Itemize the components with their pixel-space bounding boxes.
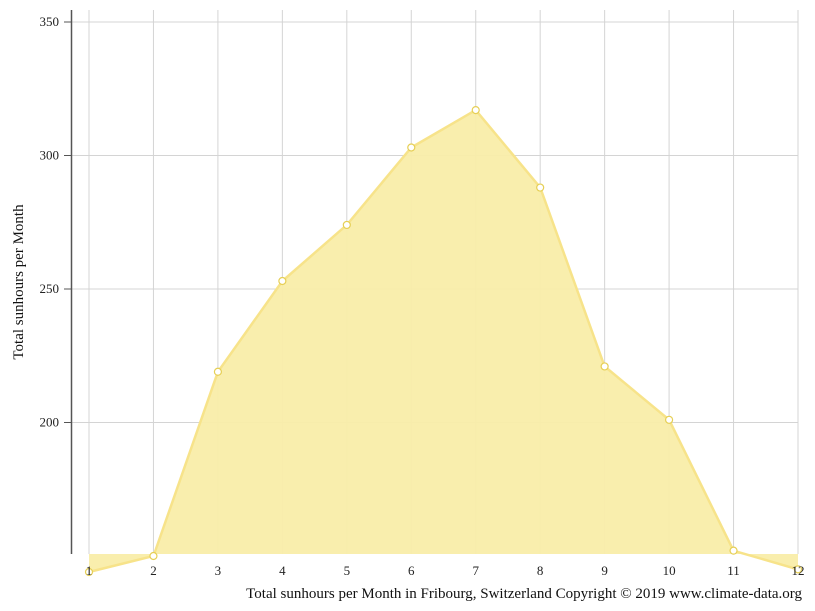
data-point-month-7 xyxy=(471,106,480,115)
data-point-month-8 xyxy=(536,183,545,192)
data-point-month-2 xyxy=(149,551,158,561)
x-tick-label: 6 xyxy=(408,563,415,578)
data-point-month-4 xyxy=(278,276,287,286)
series-area-fill xyxy=(89,110,798,572)
x-tick-label: 3 xyxy=(215,563,222,578)
data-point-month-12 xyxy=(793,565,803,574)
x-axis-ticks: 1 2 3 4 5 6 7 8 9 10 11 12 xyxy=(86,563,805,578)
data-point-month-5 xyxy=(342,220,351,230)
x-tick-label: 9 xyxy=(601,563,608,578)
data-point-month-3 xyxy=(213,367,223,376)
series-line xyxy=(88,108,799,574)
y-tick-label: 250 xyxy=(40,281,60,296)
data-point-month-6 xyxy=(407,143,416,152)
x-axis-caption: Total sunhours per Month in Fribourg, Sw… xyxy=(246,586,802,602)
data-point-month-9 xyxy=(600,362,609,371)
data-point-month-10 xyxy=(664,415,674,424)
x-tick-label: 11 xyxy=(727,563,740,578)
x-tick-label: 8 xyxy=(537,563,544,578)
y-tick-label: 200 xyxy=(40,415,60,430)
y-axis-ticks: 200 250 300 350 xyxy=(40,14,72,430)
x-tick-label: 12 xyxy=(792,563,805,578)
y-axis-label: Total sunhours per Month xyxy=(11,204,27,360)
y-tick-label: 300 xyxy=(40,148,60,163)
x-tick-label: 7 xyxy=(472,563,479,578)
x-tick-label: 4 xyxy=(279,563,286,578)
data-point-month-11 xyxy=(729,546,738,555)
y-tick-label: 350 xyxy=(40,14,60,29)
x-tick-label: 1 xyxy=(86,563,93,578)
x-tick-label: 2 xyxy=(150,563,157,578)
data-point-markers xyxy=(84,106,803,577)
x-tick-label: 10 xyxy=(663,563,676,578)
x-tick-label: 5 xyxy=(344,563,351,578)
data-point-month-1 xyxy=(84,567,94,577)
